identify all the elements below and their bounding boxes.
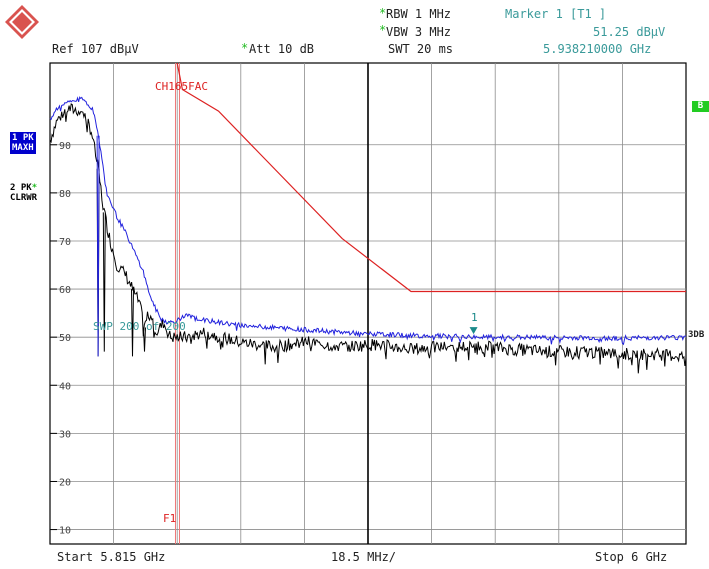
side-label-3db: 3DB xyxy=(688,330,705,340)
y-tick-label: 20 xyxy=(59,477,71,488)
vbw-setting: VBW 3 MHz xyxy=(386,25,452,39)
trace1-maxhold-line xyxy=(49,96,686,357)
marker-1-triangle xyxy=(469,327,478,335)
sweep-count: SWP 200 of 200 xyxy=(93,320,186,333)
y-tick-label: 80 xyxy=(59,189,71,200)
marker-number-label: 1 xyxy=(471,311,478,324)
trace2-tag[interactable]: 2 PK* CLRWR xyxy=(10,183,37,203)
y-tick-label: 40 xyxy=(59,381,71,392)
trace1-detector: 1 PK xyxy=(12,133,34,143)
attenuation-setting: Att 10 dB xyxy=(249,42,315,56)
vbw-star: * xyxy=(379,23,387,37)
trace2-star: * xyxy=(31,183,38,193)
y-tick-label: 30 xyxy=(59,429,71,440)
limit-line xyxy=(176,62,686,293)
trace1-mode: MAXH xyxy=(12,143,34,153)
trace2-detector: 2 PK xyxy=(10,183,32,193)
trace1-badge[interactable]: 1 PK MAXH xyxy=(10,132,36,154)
marker-title: Marker 1 [T1 ] xyxy=(505,7,607,21)
y-tick-label: 60 xyxy=(59,285,71,296)
rbw-setting: RBW 1 MHz xyxy=(386,7,452,21)
y-tick-label: 70 xyxy=(59,237,71,248)
rbw-star: * xyxy=(379,6,387,20)
stop-frequency: Stop 6 GHz xyxy=(595,550,668,564)
marker-level: 51.25 dBμV xyxy=(593,25,666,39)
rohde-schwarz-logo xyxy=(4,4,40,40)
y-tick-label: 50 xyxy=(59,333,71,344)
ref-level: Ref 107 dBμV xyxy=(52,42,139,56)
span-per-division: 18.5 MHz/ xyxy=(331,550,397,564)
trace2-mode: CLRWR xyxy=(10,193,38,203)
y-tick-label: 90 xyxy=(59,141,71,152)
f1-label: F1 xyxy=(163,512,177,525)
marker-frequency: 5.938210000 GHz xyxy=(543,42,652,56)
sweep-time-setting: SWT 20 ms xyxy=(388,42,454,56)
side-label-b: B xyxy=(692,101,709,112)
y-tick-label: 10 xyxy=(59,526,71,537)
att-star: * xyxy=(241,41,249,55)
start-frequency: Start 5.815 GHz xyxy=(57,550,166,564)
limit-line-label: CH165FAC xyxy=(155,80,208,93)
